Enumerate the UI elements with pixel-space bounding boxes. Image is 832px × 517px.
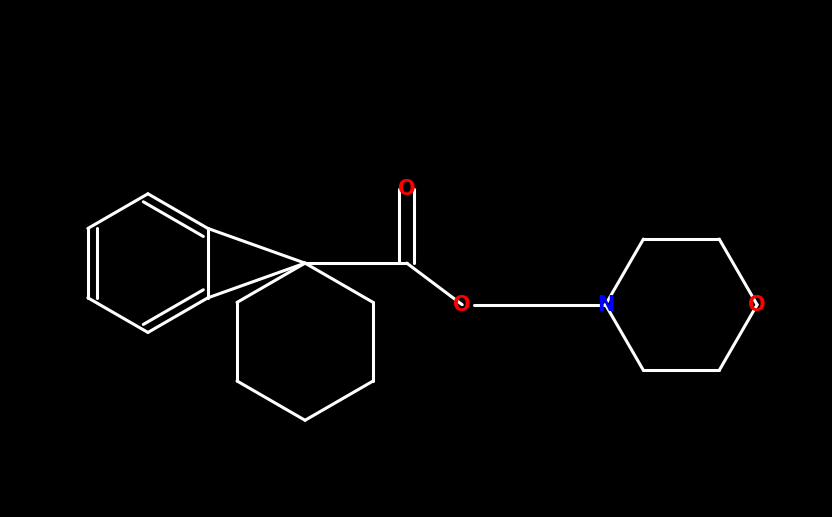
Text: O: O (398, 179, 415, 199)
Text: N: N (597, 295, 614, 315)
Text: O: O (748, 295, 766, 315)
Text: O: O (453, 295, 471, 315)
